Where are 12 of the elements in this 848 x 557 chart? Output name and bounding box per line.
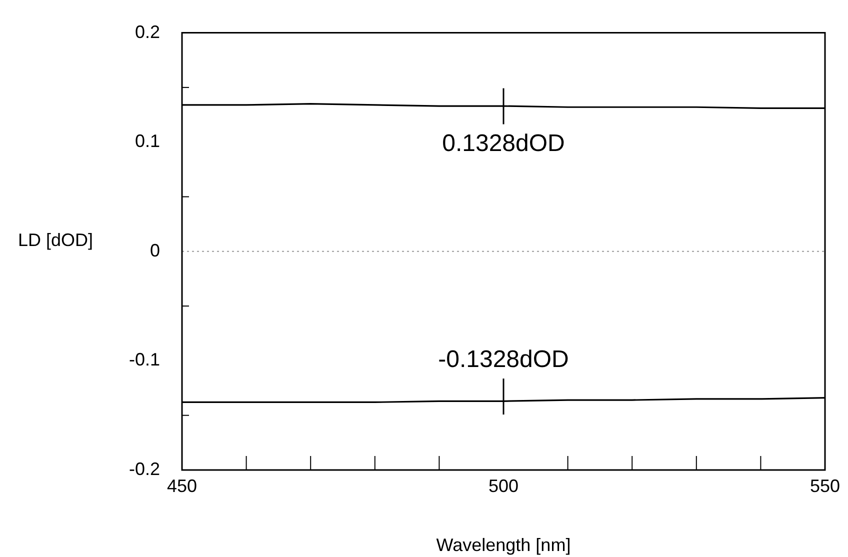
- y-tick-label: -0.1: [128, 350, 160, 370]
- x-tick-label: 500: [488, 476, 519, 496]
- y-tick-label: -0.2: [128, 458, 160, 479]
- x-axis-title: Wavelength [nm]: [436, 535, 571, 556]
- y-tick-label: 0.2: [134, 22, 160, 42]
- annotation: -0.1328dOD: [438, 346, 569, 374]
- annotation: 0.1328dOD: [442, 130, 565, 157]
- x-tick-label: 550: [810, 476, 840, 496]
- x-tick-label: 450: [166, 476, 198, 496]
- y-tick-label: 0: [150, 240, 160, 260]
- y-tick-label: 0.1: [134, 131, 160, 152]
- y-axis-title: LD [dOD]: [18, 230, 94, 251]
